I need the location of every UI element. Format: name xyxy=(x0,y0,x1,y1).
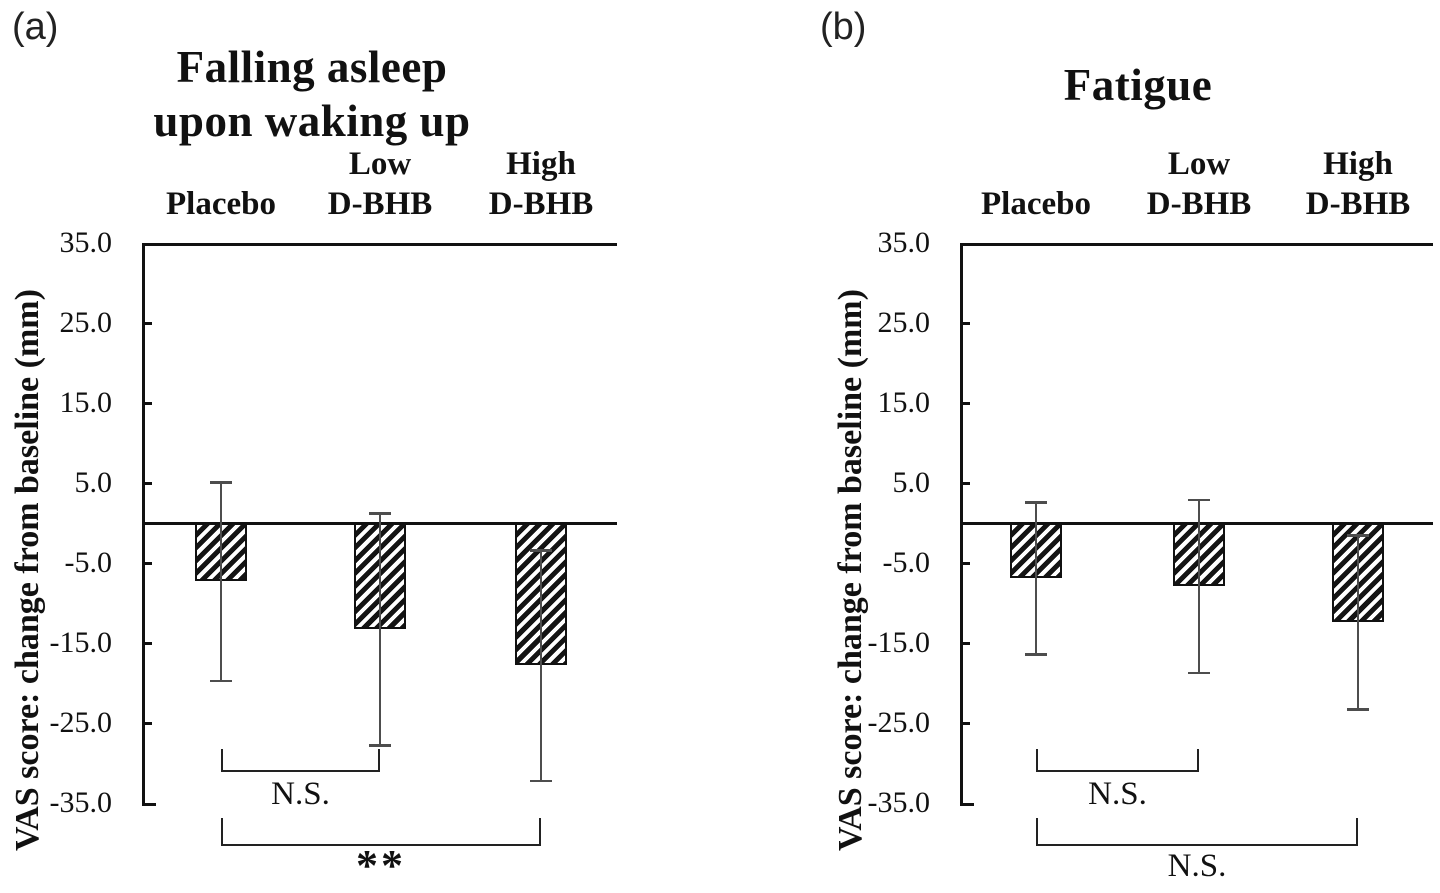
panel-a-error-cap-top-1 xyxy=(369,512,391,515)
panel-a-y-tick-label: 25.0 xyxy=(59,306,113,339)
panel-b-title: Fatigue xyxy=(858,58,1418,112)
panel-a-category-header-line: Low xyxy=(348,146,412,182)
panel-b-axis-foot xyxy=(960,803,974,806)
panel-a-sig-label-0: N.S. xyxy=(271,776,330,812)
panel-a-title: Falling asleep upon waking up xyxy=(32,40,592,148)
panel-b-y-tick xyxy=(960,322,970,325)
panel-a-y-axis-line xyxy=(142,243,145,806)
panel-b-error-cap-top-2 xyxy=(1347,534,1369,537)
panel-b-y-tick-label: 25.0 xyxy=(877,306,931,339)
panel-a-error-bar-0 xyxy=(220,482,222,681)
panel-a-error-cap-bottom-0 xyxy=(210,679,232,683)
panel-b-category-header-line: High xyxy=(1323,146,1393,182)
panel-a-bar-0 xyxy=(195,523,247,582)
panel-b-y-tick-label: -25.0 xyxy=(867,706,931,739)
panel-b-y-axis-line xyxy=(960,243,963,806)
panel-b-sig-bracket-0 xyxy=(1036,749,1199,772)
panel-a-sig-label-1: ** xyxy=(356,841,406,890)
panel-a-category-header-placebo: Placebo xyxy=(126,142,316,224)
panel-a-sig-bracket-0 xyxy=(221,749,380,772)
panel-b-category-header-placebo: Placebo xyxy=(941,142,1131,224)
panel-b-label: (b) xyxy=(820,6,867,48)
panel-b-category-header-line: D-BHB xyxy=(1305,186,1411,222)
panel-a-bar-2 xyxy=(515,523,567,666)
panel-b-error-cap-top-1 xyxy=(1188,498,1210,502)
panel-a-y-tick xyxy=(142,562,152,565)
panel-b-sig-bracket-1 xyxy=(1036,818,1358,846)
panel-a-bar-1 xyxy=(354,523,406,630)
panel-a-y-tick xyxy=(142,402,152,405)
panel-b-y-tick xyxy=(960,402,970,405)
panel-b-error-cap-bottom-0 xyxy=(1025,653,1047,656)
panel-b-y-tick xyxy=(960,482,970,485)
panel-b-y-tick-label: 5.0 xyxy=(892,466,931,499)
panel-b-title-line1: Fatigue xyxy=(1063,60,1213,110)
panel-b-error-cap-bottom-1 xyxy=(1188,671,1210,675)
panel-a-axis-foot xyxy=(142,803,156,806)
panel-a-y-axis-title: VAS score: change from baseline (mm) xyxy=(9,289,46,851)
panel-b-category-header-line: D-BHB xyxy=(1146,186,1252,222)
panel-b-bar-0 xyxy=(1010,523,1062,579)
panel-a-category-header-low-d-bhb: Low D-BHB xyxy=(285,142,475,224)
panel-a-error-cap-bottom-2 xyxy=(530,779,552,783)
panel-b-zero-line xyxy=(960,522,1433,525)
panel-b-error-cap-bottom-2 xyxy=(1347,708,1369,711)
panel-a-y-tick xyxy=(142,322,152,325)
panel-a-y-tick-label: 15.0 xyxy=(59,386,113,419)
panel-b-y-tick xyxy=(960,722,970,725)
panel-a-category-header-high-d-bhb: High D-BHB xyxy=(446,142,636,224)
panel-b-sig-label-0: N.S. xyxy=(1088,776,1147,812)
panel-a-y-tick-label: -15.0 xyxy=(49,626,113,659)
panel-a-category-header-line: D-BHB xyxy=(488,186,594,222)
panel-a-title-line2: upon waking up xyxy=(153,96,471,146)
panel-a-error-cap-bottom-1 xyxy=(369,744,391,747)
panel-a-category-header-line: High xyxy=(506,146,576,182)
panel-a-y-tick-label: -5.0 xyxy=(64,546,113,579)
panel-b-error-bar-1 xyxy=(1198,499,1200,673)
panel-b-category-header-low-d-bhb: Low D-BHB xyxy=(1104,142,1294,224)
panel-a-y-tick xyxy=(142,482,152,485)
panel-a-y-tick-label: -35.0 xyxy=(49,786,113,819)
panel-b-y-tick-label: -15.0 xyxy=(867,626,931,659)
panel-b-top-frame-line xyxy=(960,243,1433,246)
panel-b-category-header-high-d-bhb: High D-BHB xyxy=(1263,142,1440,224)
panel-a-error-bar-2 xyxy=(540,550,542,781)
panel-a-title-line1: Falling asleep xyxy=(176,42,448,92)
panel-a-y-tick-label: 5.0 xyxy=(74,466,113,499)
panel-b-category-header-line: Placebo xyxy=(981,186,1091,222)
panel-b-y-tick xyxy=(960,562,970,565)
panel-b-bar-2 xyxy=(1332,523,1384,623)
panel-a-error-cap-top-0 xyxy=(210,481,232,484)
panel-a-label: (a) xyxy=(12,6,59,48)
panel-b-y-tick-label: -35.0 xyxy=(867,786,931,819)
panel-b-bar-1 xyxy=(1173,523,1225,587)
panel-b-y-tick-label: -5.0 xyxy=(882,546,931,579)
panel-a-sig-bracket-1 xyxy=(221,818,541,846)
panel-a-zero-line xyxy=(142,522,617,525)
panel-b-error-cap-top-0 xyxy=(1025,501,1047,504)
panel-a-y-tick xyxy=(142,642,152,645)
panel-b-y-tick-label: 35.0 xyxy=(877,226,931,259)
panel-a-error-cap-top-2 xyxy=(530,549,552,552)
panel-a-y-tick-label: -25.0 xyxy=(49,706,113,739)
panel-b-category-header-line: Low xyxy=(1167,146,1231,182)
panel-a-category-header-line: D-BHB xyxy=(327,186,433,222)
panel-a-y-tick xyxy=(142,722,152,725)
panel-b-y-tick-label: 15.0 xyxy=(877,386,931,419)
panel-a-category-header-line: Placebo xyxy=(166,186,276,222)
panel-b-y-axis-title: VAS score: change from baseline (mm) xyxy=(832,289,869,851)
panel-b-error-bar-0 xyxy=(1035,502,1037,655)
panel-b-error-bar-2 xyxy=(1357,535,1359,710)
panel-a-top-frame-line xyxy=(142,243,617,246)
panel-a-y-tick-label: 35.0 xyxy=(59,226,113,259)
panel-b-y-tick xyxy=(960,642,970,645)
panel-b-sig-label-1: N.S. xyxy=(1167,848,1227,884)
panel-a-error-bar-1 xyxy=(379,513,381,746)
